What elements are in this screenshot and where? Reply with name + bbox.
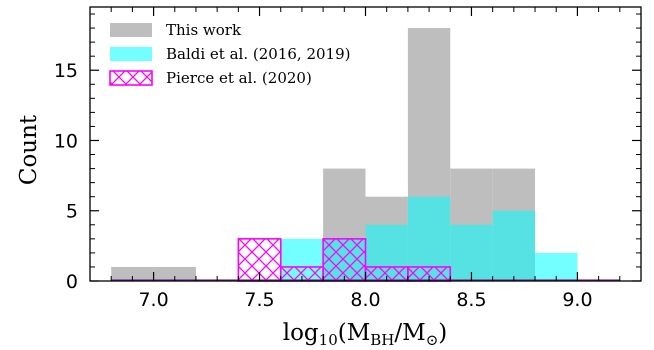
y-axis-title: Count — [16, 114, 42, 185]
plot-frame — [89, 6, 642, 282]
bar-this-work-1 — [153, 266, 196, 281]
x-tick-label-0: 7.0 — [138, 289, 168, 311]
x-tick-label-4: 9.0 — [562, 289, 592, 311]
legend-label-pierce: Pierce et al. (2020) — [166, 69, 312, 87]
legend-label-baldi: Baldi et al. (2016, 2019) — [166, 45, 350, 63]
legend-label-this-work: This work — [166, 21, 242, 39]
x-tick-label-1: 7.5 — [244, 289, 274, 311]
x-axis-title-open: (M — [338, 320, 371, 346]
x-axis-title-close: ) — [438, 320, 447, 346]
y-tick-label-0: 0 — [66, 271, 78, 293]
axis-ticks: 7.0 7.5 8.0 8.5 9.0 0 5 10 15 — [54, 7, 641, 311]
y-tick-label-1: 5 — [66, 201, 78, 223]
x-axis-title-subbh: BH — [370, 331, 394, 349]
x-axis-title-sub10: 10 — [319, 331, 338, 349]
x-tick-label-2: 8.0 — [350, 289, 380, 311]
bar-this-work-0 — [111, 266, 154, 281]
bar-baldi-8 — [450, 224, 493, 281]
legend-swatch-baldi — [110, 47, 152, 61]
x-axis-title-log: log — [283, 320, 319, 346]
x-tick-label-3: 8.5 — [456, 289, 486, 311]
bar-baldi-9 — [492, 210, 536, 281]
legend: This work Baldi et al. (2016, 2019) Pier… — [109, 21, 350, 87]
bar-pierce-5 — [322, 238, 367, 282]
x-axis-title-sun: ⊙ — [426, 331, 439, 349]
x-axis-title: log10(MBH/M⊙) — [283, 320, 448, 349]
y-tick-label-2: 10 — [54, 130, 78, 152]
x-axis-title-slash: /M — [394, 320, 425, 346]
legend-swatch-this-work — [110, 23, 152, 37]
y-tick-label-3: 15 — [54, 60, 78, 82]
legend-swatch-pierce — [109, 70, 153, 86]
